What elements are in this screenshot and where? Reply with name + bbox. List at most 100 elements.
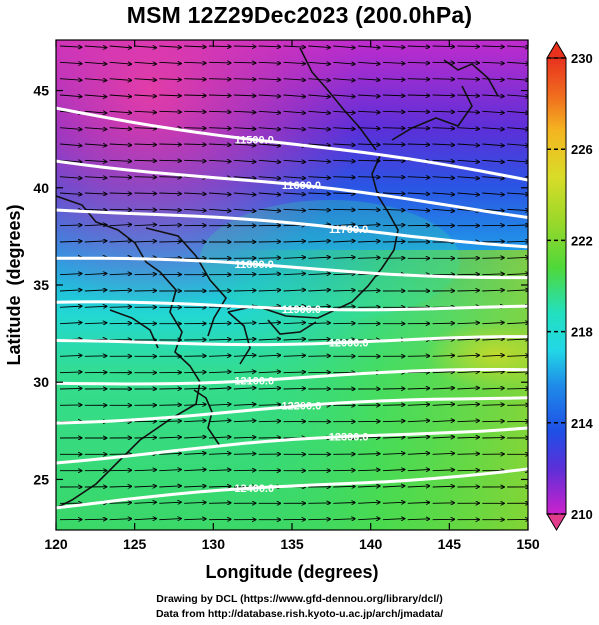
wind-arrow [209, 388, 231, 389]
wind-arrow [507, 193, 528, 194]
y-tick-label: 45 [33, 83, 49, 99]
y-tick-label: 40 [33, 180, 49, 196]
wind-arrow [159, 437, 181, 438]
wind-arrow [482, 339, 504, 340]
wind-arrow [159, 486, 181, 487]
wind-arrow [184, 437, 206, 438]
wind-arrow [457, 371, 479, 372]
wind-arrow [482, 95, 504, 96]
wind-arrow [109, 144, 132, 145]
wind-arrow [457, 79, 479, 80]
wind-arrow [59, 177, 82, 179]
height-contour-label: 12400.0 [234, 483, 274, 495]
wind-arrow [134, 62, 157, 64]
wind-arrow [184, 46, 206, 47]
wind-arrow [84, 111, 107, 113]
wind-arrow [184, 160, 206, 161]
wind-arrow [507, 95, 528, 97]
wind-arrow [258, 322, 281, 323]
wind-arrow [184, 128, 206, 129]
wind-arrow [457, 177, 479, 179]
wind-arrow [507, 111, 528, 113]
wind-arrow [209, 160, 231, 161]
wind-arrow [258, 421, 281, 422]
wind-arrow [432, 355, 455, 356]
wind-arrow [233, 144, 256, 145]
wind-arrow [209, 111, 231, 112]
wind-arrow [432, 486, 455, 487]
wind-arrow [457, 160, 479, 162]
wind-arrow [308, 273, 330, 274]
wind-arrow [209, 503, 231, 504]
wind-arrow [134, 502, 157, 503]
wind-arrow [407, 111, 430, 112]
wind-arrow [432, 209, 455, 211]
wind-arrow [333, 111, 355, 113]
wind-arrow [457, 128, 479, 129]
y-tick-label: 25 [33, 471, 49, 487]
wind-arrow [109, 209, 132, 210]
height-contour-line [56, 467, 528, 510]
wind-arrow [482, 111, 504, 113]
wind-arrow [84, 79, 107, 81]
wind-arrow [59, 241, 82, 242]
wind-arrow [59, 62, 82, 63]
height-contour-line [56, 106, 528, 182]
wind-arrow [283, 388, 306, 389]
wind-arrow [407, 144, 430, 145]
wind-arrow [59, 79, 82, 81]
wind-arrow [308, 128, 330, 130]
wind-arrow [482, 160, 504, 162]
wind-arrow [84, 225, 107, 226]
wind-arrow [159, 519, 181, 520]
x-tick-label: 140 [359, 536, 383, 552]
wind-arrow [358, 518, 380, 519]
wind-arrow [59, 290, 82, 291]
wind-arrow [482, 46, 504, 47]
wind-arrow [283, 193, 306, 194]
wind-arrow [382, 241, 405, 242]
wind-arrow [482, 258, 504, 259]
wind-arrow [184, 469, 206, 470]
wind-arrow [134, 46, 157, 48]
wind-arrow [159, 209, 181, 210]
wind-arrow [358, 486, 380, 487]
wind-arrow [59, 225, 82, 226]
wind-arrow [432, 420, 455, 421]
wind-arrow [84, 177, 107, 178]
wind-arrow [258, 79, 281, 80]
wind-arrow [482, 128, 504, 130]
wind-arrow [109, 224, 132, 225]
wind-arrow [209, 404, 231, 405]
height-contours: 11500.0 11600.0 11700.0 11800.0 11900.0 12000… [56, 106, 528, 510]
wind-arrow [482, 388, 504, 389]
wind-arrow [507, 209, 528, 210]
wind-arrow [283, 323, 306, 324]
wind-arrow [432, 372, 455, 373]
wind-arrow [184, 486, 206, 487]
wind-arrow [358, 470, 380, 471]
wind-arrow [358, 502, 380, 503]
footer-credit-dcl: Drawing by DCL (https://www.gfd-dennou.o… [156, 593, 443, 605]
wind-arrow [382, 79, 405, 80]
wind-arrow [482, 355, 504, 356]
wind-arrow [109, 177, 132, 178]
wind-arrow [333, 62, 355, 64]
wind-arrow [59, 46, 82, 47]
wind-arrow [233, 470, 256, 471]
wind-arrow [507, 62, 528, 63]
y-axis: 25 30 35 40 45 [33, 83, 528, 487]
wind-arrow [59, 193, 82, 194]
wind-arrow [507, 46, 528, 47]
wind-arrow [507, 144, 528, 146]
wind-arrow [258, 372, 281, 373]
wind-arrow [382, 111, 405, 112]
wind-arrow [507, 160, 528, 162]
wind-arrow [407, 469, 430, 470]
wind-arrow [457, 290, 479, 291]
wind-arrow [308, 339, 330, 340]
wind-arrow [333, 307, 355, 308]
wind-arrow [59, 144, 82, 146]
wind-arrow [457, 388, 479, 389]
x-axis-label: Longitude (degrees) [205, 562, 378, 582]
